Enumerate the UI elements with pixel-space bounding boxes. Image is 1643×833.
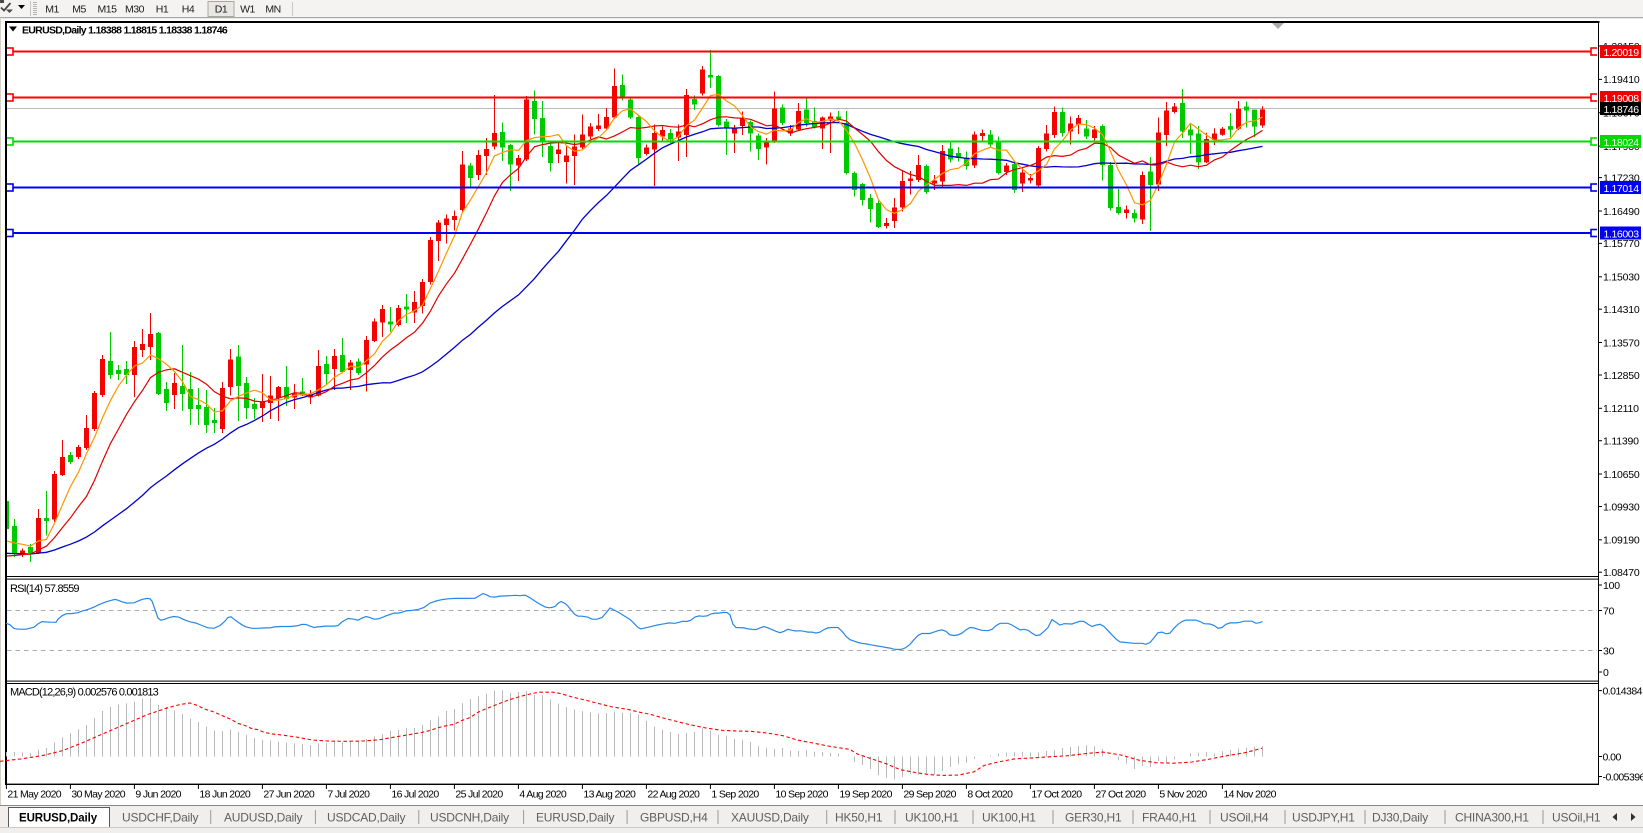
svg-text:GER30,H1: GER30,H1	[1065, 811, 1122, 825]
svg-text:4 Aug 2020: 4 Aug 2020	[519, 788, 566, 800]
svg-text:GBPUSD,H4: GBPUSD,H4	[640, 811, 708, 825]
svg-text:29 Sep 2020: 29 Sep 2020	[903, 788, 956, 800]
svg-text:1.19410: 1.19410	[1603, 74, 1640, 86]
svg-text:22 Aug 2020: 22 Aug 2020	[647, 788, 700, 800]
svg-text:HK50,H1: HK50,H1	[835, 811, 883, 825]
svg-text:UK100,H1: UK100,H1	[905, 811, 959, 825]
svg-text:0.00: 0.00	[1603, 751, 1622, 763]
svg-text:30 May 2020: 30 May 2020	[71, 788, 125, 800]
svg-text:8 Oct 2020: 8 Oct 2020	[967, 788, 1013, 800]
svg-text:XAUUSD,Daily: XAUUSD,Daily	[731, 811, 809, 825]
svg-text:14 Nov 2020: 14 Nov 2020	[1223, 788, 1276, 800]
svg-text:70: 70	[1603, 605, 1615, 617]
svg-text:1.12110: 1.12110	[1603, 403, 1639, 415]
svg-text:1.15770: 1.15770	[1603, 238, 1640, 250]
svg-text:1.10650: 1.10650	[1603, 469, 1640, 481]
svg-text:1 Sep 2020: 1 Sep 2020	[711, 788, 759, 800]
svg-text:1.12850: 1.12850	[1603, 370, 1640, 382]
svg-text:USOil,H1: USOil,H1	[1552, 811, 1601, 825]
svg-text:D1: D1	[215, 4, 228, 16]
svg-text:EURUSD,Daily: EURUSD,Daily	[536, 811, 614, 825]
svg-text:FRA40,H1: FRA40,H1	[1142, 811, 1197, 825]
svg-text:1.13570: 1.13570	[1603, 337, 1640, 349]
svg-text:13 Aug 2020: 13 Aug 2020	[583, 788, 636, 800]
svg-text:30: 30	[1603, 645, 1615, 657]
svg-text:M1: M1	[45, 4, 59, 16]
svg-text:M15: M15	[98, 4, 118, 16]
svg-text:UK100,H1: UK100,H1	[982, 811, 1036, 825]
svg-text:27 Jun 2020: 27 Jun 2020	[263, 788, 314, 800]
svg-text:27 Oct 2020: 27 Oct 2020	[1095, 788, 1146, 800]
svg-text:M5: M5	[72, 4, 86, 16]
svg-text:1.08470: 1.08470	[1603, 567, 1640, 579]
svg-text:18 Jun 2020: 18 Jun 2020	[199, 788, 250, 800]
svg-text:0: 0	[1603, 667, 1609, 679]
svg-text:10 Sep 2020: 10 Sep 2020	[775, 788, 828, 800]
svg-text:1.19008: 1.19008	[1604, 93, 1640, 105]
svg-text:H4: H4	[182, 4, 195, 16]
svg-text:W1: W1	[240, 4, 255, 16]
svg-text:25 Jul 2020: 25 Jul 2020	[455, 788, 503, 800]
svg-text:1.14310: 1.14310	[1603, 304, 1640, 316]
svg-text:16 Jul 2020: 16 Jul 2020	[391, 788, 439, 800]
svg-text:USDCHF,Daily: USDCHF,Daily	[122, 811, 198, 825]
svg-text:1.11390: 1.11390	[1603, 436, 1639, 448]
svg-text:MN: MN	[265, 4, 280, 16]
svg-text:MACD(12,26,9) 0.002576 0.00181: MACD(12,26,9) 0.002576 0.001813	[10, 687, 159, 699]
svg-text:1.17014: 1.17014	[1604, 183, 1640, 195]
svg-text:-0.005396: -0.005396	[1603, 771, 1643, 783]
svg-text:100: 100	[1603, 580, 1620, 592]
svg-text:USDCNH,Daily: USDCNH,Daily	[430, 811, 509, 825]
svg-text:1.16490: 1.16490	[1603, 206, 1640, 218]
svg-text:21 May 2020: 21 May 2020	[7, 788, 61, 800]
svg-text:USOil,H4: USOil,H4	[1220, 811, 1269, 825]
svg-text:M30: M30	[125, 4, 145, 16]
svg-text:5 Nov 2020: 5 Nov 2020	[1159, 788, 1207, 800]
svg-text:19 Sep 2020: 19 Sep 2020	[839, 788, 892, 800]
svg-text:1.18024: 1.18024	[1604, 137, 1640, 149]
svg-text:AUDUSD,Daily: AUDUSD,Daily	[224, 811, 302, 825]
svg-text:1.18746: 1.18746	[1604, 104, 1640, 116]
svg-text:USDJPY,H1: USDJPY,H1	[1292, 811, 1355, 825]
svg-text:RSI(14) 57.8559: RSI(14) 57.8559	[10, 583, 79, 595]
svg-text:1.20019: 1.20019	[1604, 47, 1640, 59]
svg-text:1.15030: 1.15030	[1603, 272, 1640, 284]
svg-text:EURUSD,Daily: EURUSD,Daily	[19, 813, 98, 825]
svg-text:CHINA300,H1: CHINA300,H1	[1455, 811, 1529, 825]
svg-text:1.16003: 1.16003	[1604, 228, 1640, 240]
svg-text:9 Jun 2020: 9 Jun 2020	[135, 788, 181, 800]
svg-text:1.09930: 1.09930	[1603, 501, 1640, 513]
svg-text:7 Jul 2020: 7 Jul 2020	[327, 788, 370, 800]
svg-text:H1: H1	[156, 4, 169, 16]
svg-text:DJ30,Daily: DJ30,Daily	[1372, 811, 1428, 825]
svg-text:EURUSD,Daily 1.18388 1.18815: EURUSD,Daily 1.18388 1.18815 1.18338 1.1…	[22, 25, 228, 37]
svg-text:0.014384: 0.014384	[1603, 685, 1643, 697]
svg-text:1.09190: 1.09190	[1603, 535, 1640, 547]
svg-text:17 Oct 2020: 17 Oct 2020	[1031, 788, 1082, 800]
svg-text:USDCAD,Daily: USDCAD,Daily	[327, 811, 405, 825]
